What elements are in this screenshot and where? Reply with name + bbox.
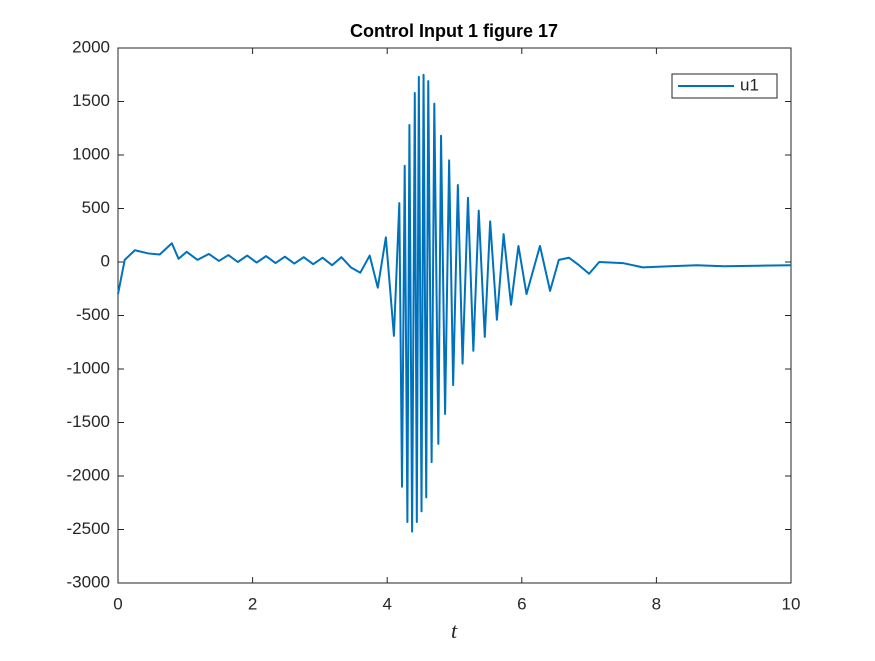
x-tick-label: 4 [382,594,391,613]
chart-title: Control Input 1 figure 17 [350,21,558,41]
y-tick-label: -1500 [67,412,110,431]
y-tick-label: 1500 [72,91,110,110]
x-tick-label: 10 [782,594,801,613]
y-tick-label: 1000 [72,144,110,163]
x-axis-label: t [451,618,458,643]
data-line [117,73,792,533]
x-tick-label: 2 [248,594,257,613]
y-tick-label: -2000 [67,465,110,484]
y-tick-label: 500 [82,198,110,217]
y-tick-label: -1000 [67,358,110,377]
x-tick-label: 8 [652,594,661,613]
x-tick-label: 6 [517,594,526,613]
y-tick-label: -500 [76,305,110,324]
x-tick-label: 0 [113,594,122,613]
y-tick-label: 0 [101,251,110,270]
y-tick-label: -3000 [67,572,110,591]
legend-label: u1 [740,75,759,94]
y-tick-label: -2500 [67,519,110,538]
y-tick-label: 2000 [72,37,110,56]
